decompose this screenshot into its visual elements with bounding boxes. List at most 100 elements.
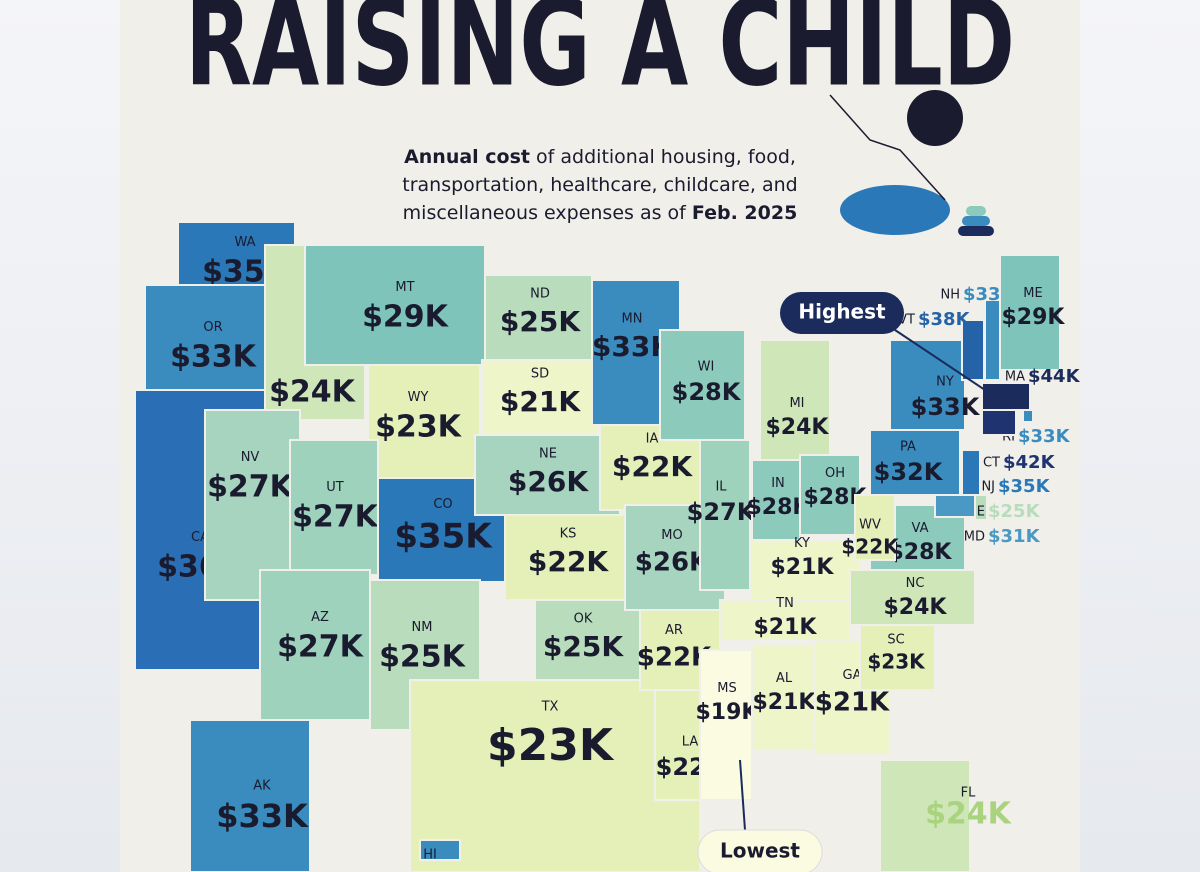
- state-cost: $22K: [612, 450, 693, 483]
- state-cost: $29K: [362, 300, 450, 335]
- state: [719, 599, 851, 641]
- state-cost: $33K: [216, 797, 309, 835]
- state-abbr: ND: [530, 287, 550, 302]
- state-cost: $26K: [635, 548, 710, 578]
- state-cost: $24K: [766, 415, 830, 440]
- state: [367, 364, 481, 481]
- state-abbr: OK: [574, 612, 593, 627]
- title: RAISING A CHILD: [185, 0, 1015, 114]
- state-cost: $23K: [487, 720, 615, 771]
- state-cost: $27K: [207, 470, 295, 505]
- state: [659, 329, 746, 441]
- state-cost: $21K: [754, 615, 818, 640]
- state-abbr: CT: [983, 456, 1000, 471]
- state-cost: $19K: [696, 700, 760, 725]
- state: [759, 339, 831, 461]
- subtitle-part: of additional housing, food,: [530, 146, 796, 168]
- state-cost: $35K: [394, 517, 493, 557]
- state-abbr: NH: [941, 288, 961, 303]
- subtitle-line: transportation, healthcare, childcare, a…: [402, 174, 797, 196]
- state: [699, 649, 753, 801]
- state-abbr: HI: [423, 848, 437, 863]
- state-abbr: MD: [964, 530, 985, 545]
- state-cost: $33K: [170, 340, 258, 375]
- state-cost: $21K: [771, 555, 835, 580]
- state-abbr: KS: [560, 527, 577, 542]
- state: [204, 409, 301, 601]
- lowest-pill: [697, 829, 823, 872]
- subtitle-line: Annual cost of additional housing, food,: [404, 146, 796, 168]
- state: [259, 569, 371, 721]
- state-cost: $29K: [1002, 305, 1066, 330]
- illustration-toy: [966, 206, 986, 216]
- state-abbr: NE: [539, 447, 557, 462]
- state-abbr: TN: [775, 596, 794, 611]
- state-cost: $21K: [753, 690, 817, 715]
- state-cost: $27K: [687, 498, 757, 526]
- state: [304, 244, 486, 366]
- state: [984, 299, 1001, 381]
- state-abbr: MO: [661, 528, 682, 543]
- state-abbr: AK: [253, 779, 271, 794]
- state-abbr: IL: [715, 480, 727, 495]
- state-cost: $21K: [500, 385, 581, 418]
- state-cost: $23K: [375, 410, 463, 445]
- illustration-head: [907, 90, 963, 146]
- state-cost: $33K: [911, 393, 981, 421]
- state: [419, 839, 461, 861]
- state-abbr: MI: [789, 396, 804, 411]
- state-cost: $42K: [1003, 452, 1056, 473]
- state-abbr: GA: [843, 668, 862, 683]
- illustration-arm: [829, 94, 946, 201]
- state-abbr: IA: [646, 432, 659, 447]
- state: [889, 339, 966, 431]
- state-abbr: WA: [234, 235, 255, 250]
- state-cost: $25K: [379, 640, 467, 675]
- state-abbr: OH: [825, 466, 845, 481]
- state-abbr: NV: [241, 450, 260, 465]
- state: [961, 449, 981, 496]
- state: [849, 569, 976, 626]
- subtitle-part: miscellaneous expenses as of: [403, 202, 692, 224]
- state: [879, 759, 971, 872]
- state-abbr: WI: [698, 360, 715, 375]
- state: [1022, 409, 1034, 423]
- state: [751, 644, 816, 751]
- state-abbr: ME: [1023, 286, 1042, 301]
- state: [999, 254, 1061, 371]
- state: [504, 514, 631, 601]
- state-cost: $21K: [815, 688, 890, 718]
- state-abbr: NY: [936, 375, 954, 390]
- lowest-callout: Lowest: [720, 839, 800, 863]
- state: [981, 409, 1017, 436]
- subtitle-part: Feb. 2025: [692, 202, 797, 224]
- state-abbr: MA: [1005, 370, 1025, 385]
- state-cost: $35K: [998, 476, 1051, 497]
- state: [859, 624, 936, 691]
- highest-callout: Highest: [798, 300, 886, 324]
- state-abbr: SC: [887, 633, 904, 648]
- state-abbr: AZ: [311, 610, 329, 625]
- state: [981, 382, 1031, 411]
- highest-pill: [780, 292, 904, 334]
- state-cost: $25K: [543, 630, 624, 663]
- callout-line: [894, 329, 1001, 401]
- state-cost: $26K: [508, 465, 589, 498]
- subtitle: Annual cost of additional housing, food,…: [402, 146, 797, 224]
- state-abbr: CO: [433, 497, 452, 512]
- state-abbr: NJ: [981, 480, 995, 495]
- illustration-toy: [962, 216, 990, 226]
- state-abbr: MN: [622, 312, 643, 327]
- subtitle-part: transportation, healthcare, childcare, a…: [402, 174, 797, 196]
- state: [474, 434, 621, 516]
- state-cost: $22K: [528, 545, 609, 578]
- state: [799, 454, 861, 536]
- state-cost: $32K: [874, 458, 944, 486]
- subtitle-line: miscellaneous expenses as of Feb. 2025: [403, 202, 798, 224]
- illustration-toy: [958, 226, 994, 236]
- state-cost: $23K: [867, 650, 926, 674]
- state-cost: $31K: [988, 526, 1041, 547]
- state-abbr: FL: [961, 786, 976, 801]
- state-abbr: LA: [682, 735, 699, 750]
